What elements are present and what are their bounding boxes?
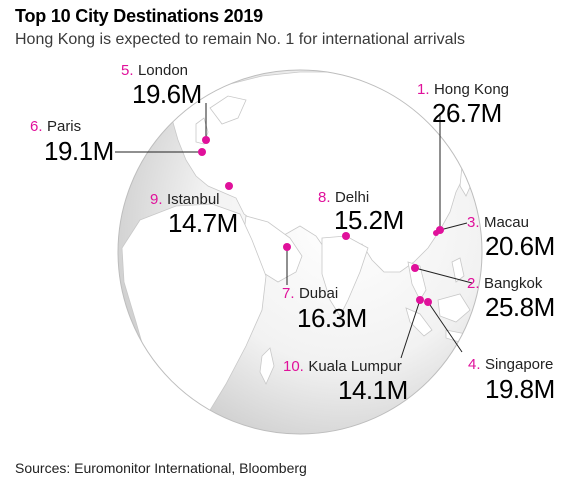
- marker-london: [202, 136, 210, 144]
- value-london: 19.6M: [132, 79, 202, 109]
- label-dubai: 7. Dubai: [282, 285, 339, 302]
- label-singapore: 4. Singapore: [468, 356, 554, 373]
- marker-dubai: [283, 243, 291, 251]
- label-istanbul: 9. Istanbul: [150, 191, 220, 208]
- marker-istanbul: [225, 182, 233, 190]
- page-title: Top 10 City Destinations 2019: [15, 6, 263, 26]
- marker-kuala-lumpur: [416, 296, 424, 304]
- value-delhi: 15.2M: [334, 205, 404, 235]
- value-macau: 20.6M: [485, 231, 555, 261]
- value-paris: 19.1M: [44, 136, 114, 166]
- city-markers: [198, 136, 444, 306]
- label-kuala-lumpur: 10. Kuala Lumpur: [283, 358, 402, 375]
- marker-paris: [198, 148, 206, 156]
- page-subtitle: Hong Kong is expected to remain No. 1 fo…: [15, 31, 466, 48]
- marker-singapore: [424, 298, 432, 306]
- marker-delhi: [342, 232, 350, 240]
- label-hong-kong: 1. Hong Kong: [417, 81, 510, 98]
- label-delhi: 8. Delhi: [318, 189, 370, 206]
- value-kuala-lumpur: 14.1M: [338, 375, 408, 405]
- label-macau: 3. Macau: [467, 214, 529, 231]
- value-singapore: 19.8M: [485, 374, 555, 404]
- marker-bangkok: [411, 264, 419, 272]
- source-note: Sources: Euromonitor International, Bloo…: [15, 460, 307, 476]
- value-hong-kong: 26.7M: [432, 98, 502, 128]
- label-london: 5. London: [121, 62, 189, 79]
- value-istanbul: 14.7M: [168, 208, 238, 238]
- marker-macau: [433, 230, 439, 236]
- label-bangkok: 2. Bangkok: [467, 275, 543, 292]
- value-bangkok: 25.8M: [485, 292, 555, 322]
- leader-lines: [115, 103, 473, 359]
- label-paris: 6. Paris: [30, 118, 82, 135]
- value-dubai: 16.3M: [297, 303, 367, 333]
